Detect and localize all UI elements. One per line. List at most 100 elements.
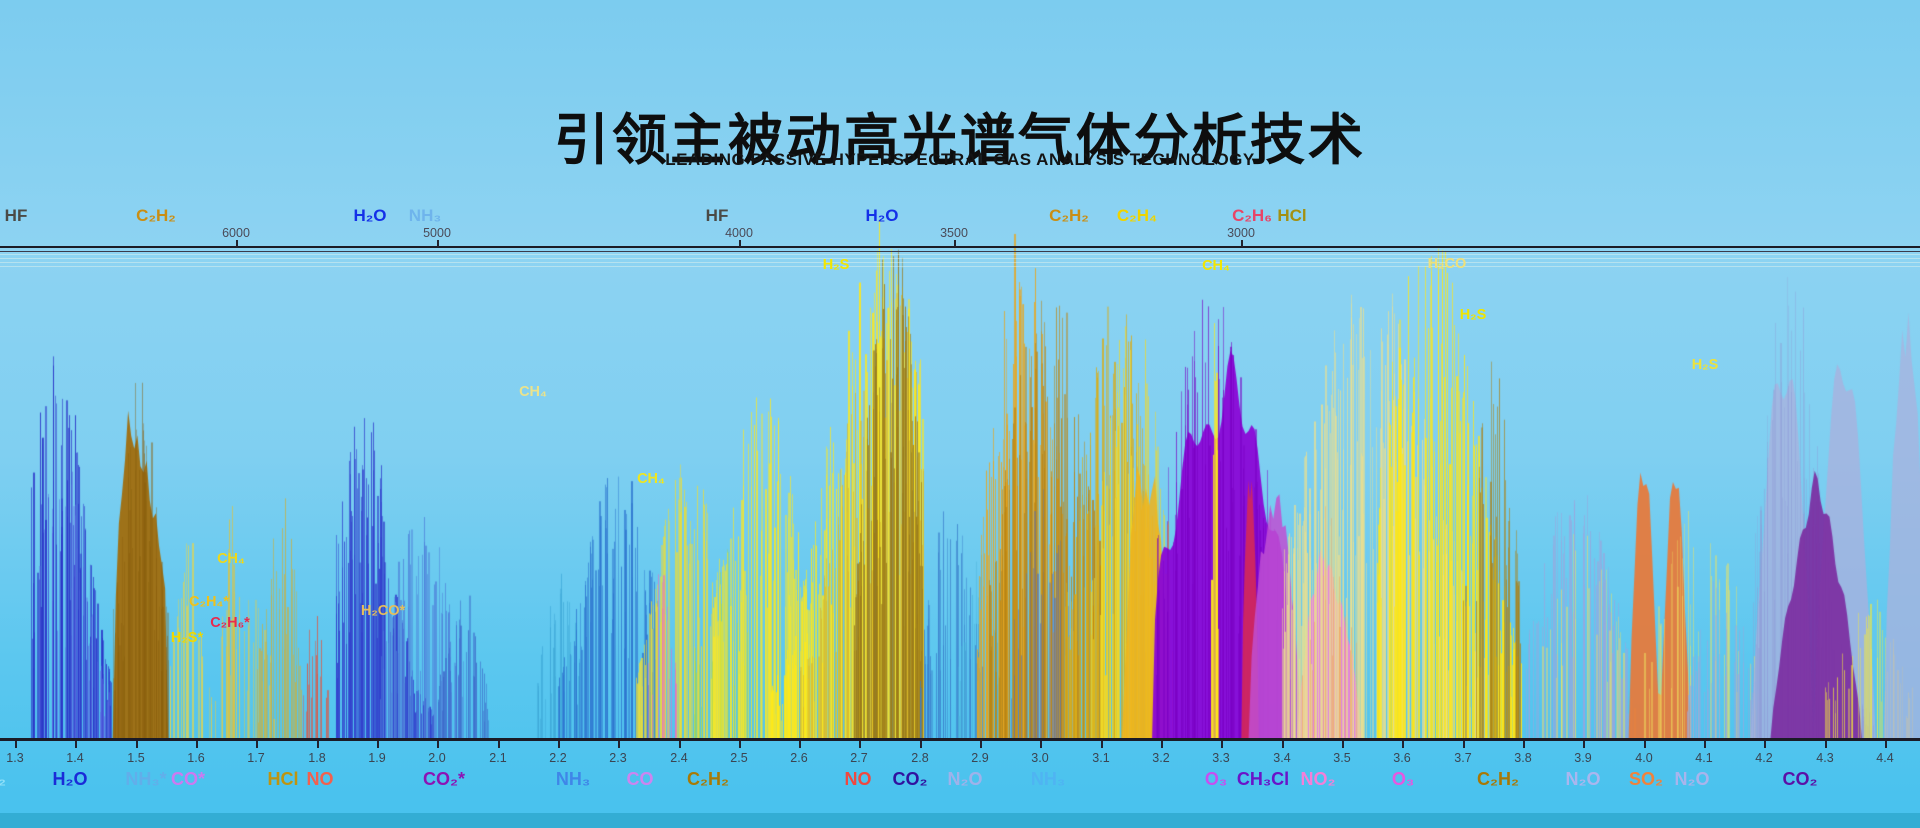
- wavelength-tick-label: 3.0: [1031, 751, 1049, 765]
- molecule-annotation: CH₄: [1202, 258, 1230, 274]
- molecule-annotation: CH₄: [217, 551, 245, 567]
- tick-mark: [1282, 741, 1284, 748]
- gas-label-bottom: O₃: [1391, 769, 1415, 789]
- molecule-annotation: C₂H₆*: [210, 615, 250, 631]
- tick-mark: [1101, 741, 1103, 748]
- wavelength-tick-label: 3.4: [1273, 751, 1291, 765]
- gas-label-bottom: NH₃*: [125, 769, 167, 789]
- tick-mark: [1241, 240, 1243, 247]
- tick-mark: [437, 741, 439, 748]
- wavelength-tick-label: 3.6: [1393, 751, 1411, 765]
- wavelength-tick-label: 3.5: [1333, 751, 1351, 765]
- tick-mark: [618, 741, 620, 748]
- tick-mark: [1644, 741, 1646, 748]
- tick-mark: [196, 741, 198, 748]
- tick-mark: [739, 741, 741, 748]
- wavelength-tick-label: 3.3: [1212, 751, 1230, 765]
- wavelength-tick-label: 3.1: [1092, 751, 1110, 765]
- wavelength-tick-label: 1.8: [308, 751, 326, 765]
- bottom-strip: [0, 813, 1920, 828]
- wavenumber-tick-label: 5000: [423, 226, 451, 240]
- gas-label-bottom: N₂O: [947, 769, 983, 789]
- gas-label-top: H₂O: [865, 206, 899, 225]
- tick-mark: [1825, 741, 1827, 748]
- wavelength-tick-label: 2.4: [670, 751, 688, 765]
- wavelength-tick-label: 1.7: [247, 751, 265, 765]
- wavelength-tick-label: 2.7: [850, 751, 868, 765]
- gas-label-top: HF: [705, 206, 729, 225]
- wavelength-tick-label: 2.6: [790, 751, 808, 765]
- gas-label-bottom: NO: [844, 769, 872, 789]
- wavelength-tick-label: 2.2: [549, 751, 567, 765]
- molecule-annotation: CH₄: [519, 384, 547, 400]
- molecule-annotation: H₂S*: [170, 630, 204, 646]
- wavelength-tick-label: 3.8: [1514, 751, 1532, 765]
- tick-mark: [1704, 741, 1706, 748]
- tick-mark: [558, 741, 560, 748]
- tick-mark: [498, 741, 500, 748]
- wavelength-tick-label: 4.3: [1816, 751, 1834, 765]
- wavelength-tick-label: 2.8: [911, 751, 929, 765]
- tick-mark: [15, 741, 17, 748]
- tick-mark: [136, 741, 138, 748]
- gas-label-bottom: N₂O: [1565, 769, 1601, 789]
- wavelength-tick-label: 4.4: [1876, 751, 1894, 765]
- gas-label-bottom: CO: [626, 769, 654, 789]
- tick-mark: [1161, 741, 1163, 748]
- gas-label-bottom: H₂O: [52, 769, 88, 789]
- tick-mark: [980, 741, 982, 748]
- top-axis-line: [0, 246, 1920, 248]
- wavelength-tick-label: 2.0: [428, 751, 446, 765]
- wavelength-tick-label: 4.0: [1635, 751, 1653, 765]
- gas-label-bottom: CH₃Cl: [1236, 769, 1290, 789]
- tick-mark: [1342, 741, 1344, 748]
- molecule-annotation: H₂CO: [1427, 256, 1467, 272]
- tick-mark: [1885, 741, 1887, 748]
- tick-mark: [317, 741, 319, 748]
- wavelength-tick-label: 1.6: [187, 751, 205, 765]
- tick-mark: [437, 240, 439, 247]
- tick-mark: [920, 741, 922, 748]
- wavenumber-tick-label: 3000: [1227, 226, 1255, 240]
- molecule-annotation: H₂CO*: [360, 603, 406, 619]
- gas-label-bottom: CO₂: [1782, 769, 1818, 789]
- wavelength-tick-label: 3.7: [1454, 751, 1472, 765]
- tick-mark: [1221, 741, 1223, 748]
- wavelength-tick-label: 4.2: [1755, 751, 1773, 765]
- tick-mark: [236, 240, 238, 247]
- tick-mark: [75, 741, 77, 748]
- wavelength-tick-label: 1.4: [66, 751, 84, 765]
- bottom-axis-line: [0, 738, 1920, 741]
- wavelength-tick-label: 1.9: [368, 751, 386, 765]
- gas-label-bottom: NO₂: [1300, 769, 1336, 789]
- gas-label-bottom: NH₃: [1030, 769, 1066, 789]
- wavelength-tick-label: 4.1: [1695, 751, 1713, 765]
- wavelength-tick-label: 3.9: [1574, 751, 1592, 765]
- tick-mark: [377, 741, 379, 748]
- gas-label-bottom: C₂H₂: [687, 769, 729, 789]
- wavelength-tick-label: 2.1: [489, 751, 507, 765]
- tick-mark: [1764, 741, 1766, 748]
- page-title: 引领主被动高光谱气体分析技术: [553, 108, 1366, 171]
- wavelength-tick-label: 2.5: [730, 751, 748, 765]
- molecule-annotation: C₂H₄*: [189, 594, 229, 610]
- tick-mark: [679, 741, 681, 748]
- molecule-annotation: CH₄: [637, 471, 665, 487]
- wavenumber-tick-label: 3500: [940, 226, 968, 240]
- gas-label-bottom: NO: [306, 769, 334, 789]
- tick-mark: [739, 240, 741, 247]
- molecule-annotation: H₂S: [822, 257, 850, 273]
- molecule-annotation: H₂S: [1459, 307, 1487, 323]
- wavelength-tick-label: 3.2: [1152, 751, 1170, 765]
- tick-mark: [1040, 741, 1042, 748]
- gas-label-top: C₂H₂: [1049, 206, 1089, 225]
- wavenumber-tick-label: 6000: [222, 226, 250, 240]
- top-axis-line-secondary: [0, 251, 1920, 252]
- gas-label-bottom: CO*: [170, 769, 206, 789]
- gas-label-bottom: NH₃: [555, 769, 591, 789]
- gas-label-bottom: CO₂: [892, 769, 928, 789]
- gas-label-bottom: O₃: [1204, 769, 1228, 789]
- gas-label-bottom: CO₂*: [422, 769, 466, 789]
